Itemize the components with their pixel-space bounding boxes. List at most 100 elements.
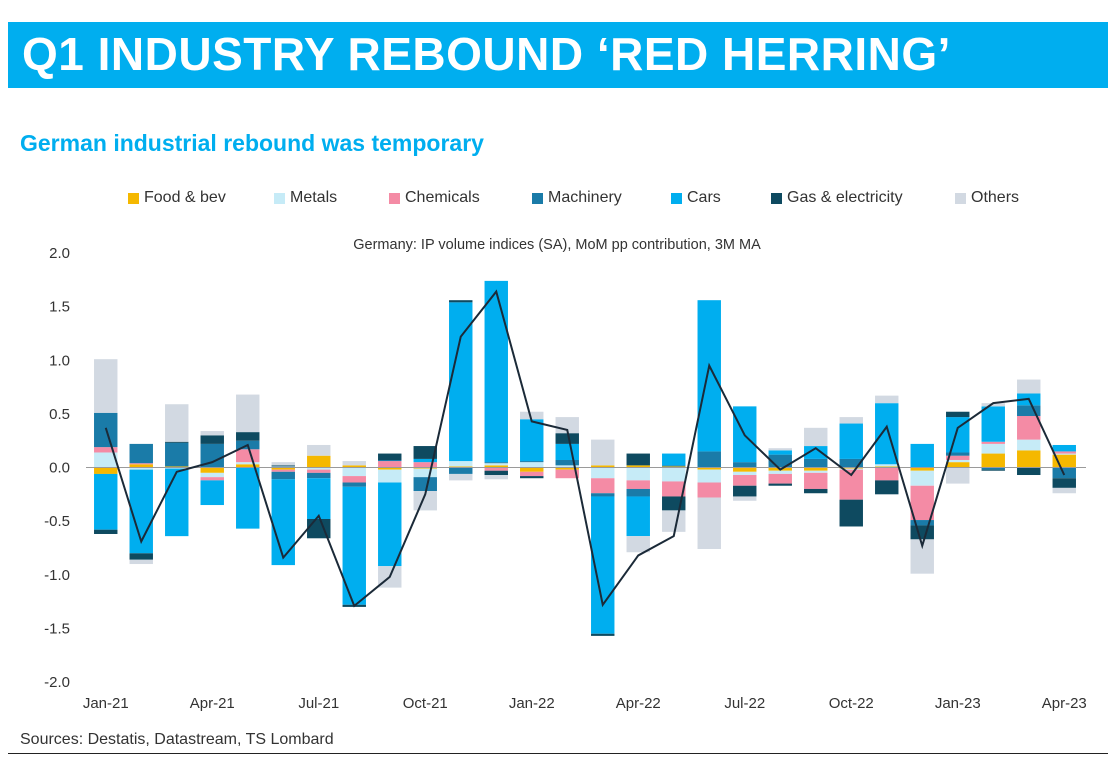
y-tick-label: -2.0 xyxy=(44,674,70,691)
bar-segment-cars xyxy=(839,423,863,459)
bar-segment-metals xyxy=(378,469,402,483)
legend-label-metals: Metals xyxy=(290,189,338,206)
bar-segment-others xyxy=(307,444,331,456)
legend-swatch-cars xyxy=(671,192,682,204)
x-tick-label: Jan-21 xyxy=(83,695,129,712)
bar-segment-others xyxy=(733,496,757,501)
bar-segment-gas-electricity xyxy=(626,453,650,466)
bar-segment-machinery xyxy=(165,442,189,467)
legend-item-cars: Cars xyxy=(671,186,721,210)
bar-segment-chemicals xyxy=(981,441,1005,444)
legend-swatch-metals xyxy=(274,192,285,204)
bar-segment-cars xyxy=(94,473,118,530)
y-tick-label: 0.0 xyxy=(49,460,70,477)
bar-segment-metals xyxy=(129,467,153,470)
bar-segment-gas-electricity xyxy=(200,435,224,444)
bar-segment-machinery xyxy=(484,462,508,464)
bar-segment-food-bev xyxy=(129,464,153,468)
bar-segment-gas-electricity xyxy=(1017,467,1041,476)
bar-segment-machinery xyxy=(1017,405,1041,417)
bar-segment-machinery xyxy=(378,459,402,462)
bar-segment-cars xyxy=(449,302,473,462)
bar-segment-others xyxy=(946,467,970,484)
bar-segment-chemicals xyxy=(129,463,153,465)
bar-segment-cars xyxy=(378,482,402,567)
title-banner: Q1 INDUSTRY REBOUND ‘RED HERRING’ xyxy=(8,22,1108,88)
bar-segment-chemicals xyxy=(697,482,721,498)
bar-segment-others xyxy=(271,462,295,466)
bar-segment-metals xyxy=(946,459,970,463)
bar-segment-food-bev xyxy=(1017,450,1041,468)
bar-segment-gas-electricity xyxy=(946,411,970,418)
bar-segment-cars xyxy=(129,469,153,554)
bar-segment-gas-electricity xyxy=(520,476,544,479)
chart-subtitle: German industrial rebound was temporary xyxy=(20,130,484,156)
legend-label-cars: Cars xyxy=(687,189,721,206)
y-tick-label: -1.0 xyxy=(44,567,70,584)
bar-segment-cars xyxy=(804,446,828,459)
bar-segment-machinery xyxy=(662,465,686,467)
bar-segment-food-bev xyxy=(520,467,544,472)
bar-segment-gas-electricity xyxy=(875,480,899,495)
bar-segment-machinery xyxy=(981,467,1005,470)
bar-segment-metals xyxy=(1017,439,1041,451)
bar-segment-chemicals xyxy=(271,469,295,472)
bar-segment-metals xyxy=(839,468,863,470)
bar-segment-machinery xyxy=(697,451,721,468)
bar-segment-metals xyxy=(733,471,757,476)
bar-segment-metals xyxy=(910,470,934,486)
bar-segment-cars xyxy=(413,458,437,463)
bar-segment-gas-electricity xyxy=(768,483,792,486)
bar-segment-metals xyxy=(449,461,473,467)
bar-segment-cars xyxy=(591,496,615,634)
bar-segment-others xyxy=(875,395,899,404)
bar-segment-metals xyxy=(626,467,650,481)
y-tick-label: -0.5 xyxy=(44,513,70,530)
bar-segment-food-bev xyxy=(378,467,402,470)
bar-segment-cars xyxy=(626,496,650,537)
bar-segment-machinery xyxy=(626,488,650,497)
bar-segment-machinery xyxy=(804,458,828,468)
bar-segment-gas-electricity xyxy=(804,488,828,494)
source-note: Sources: Destatis, Datastream, TS Lombar… xyxy=(20,731,334,748)
x-tick-label: Apr-22 xyxy=(616,695,661,712)
bar-segment-chemicals xyxy=(555,469,579,479)
bar-segment-cars xyxy=(981,406,1005,442)
bar-segment-gas-electricity xyxy=(910,525,934,540)
bar-segment-cars xyxy=(307,478,331,519)
bar-segment-others xyxy=(981,403,1005,407)
bar-segment-machinery xyxy=(307,472,331,479)
bar-segment-cars xyxy=(236,467,260,529)
bar-segment-food-bev xyxy=(910,467,934,471)
bar-segment-gas-electricity xyxy=(413,446,437,459)
bar-segment-others xyxy=(94,359,118,413)
bar-segment-food-bev xyxy=(413,467,437,469)
bar-segment-chemicals xyxy=(910,485,934,521)
bar-segment-machinery xyxy=(129,443,153,464)
bar-segment-gas-electricity xyxy=(484,470,508,476)
bar-segment-chemicals xyxy=(804,472,828,489)
bar-segment-gas-electricity xyxy=(271,465,295,467)
bar-segment-machinery xyxy=(555,459,579,466)
legend-swatch-food-bev xyxy=(128,192,139,204)
bar-segment-food-bev xyxy=(307,455,331,468)
bar-segment-machinery xyxy=(946,452,970,456)
bar-segment-others xyxy=(129,559,153,565)
bar-segment-cars xyxy=(342,486,366,605)
bar-segment-cars xyxy=(697,300,721,452)
legend-swatch-machinery xyxy=(532,192,543,204)
bar-segment-others xyxy=(200,431,224,436)
bar-segment-chemicals xyxy=(342,476,366,483)
y-tick-label: 0.5 xyxy=(49,406,70,423)
bar-segment-chemicals xyxy=(1052,451,1076,454)
bar-segment-cars xyxy=(200,480,224,506)
bar-segment-metals xyxy=(768,470,792,474)
bar-segment-others xyxy=(1017,379,1041,394)
bar-segment-metals xyxy=(413,468,437,478)
bar-segment-cars xyxy=(165,468,189,537)
x-axis: Jan-21 Apr-21 Jul-21 Oct-21 Jan-22 Apr-22 Jul-… xyxy=(83,695,1087,712)
bar-segment-chemicals xyxy=(236,449,260,463)
bar-segment-metals xyxy=(484,463,508,466)
bar-segment-metals xyxy=(307,467,331,470)
bar-segment-chemicals xyxy=(839,469,863,500)
